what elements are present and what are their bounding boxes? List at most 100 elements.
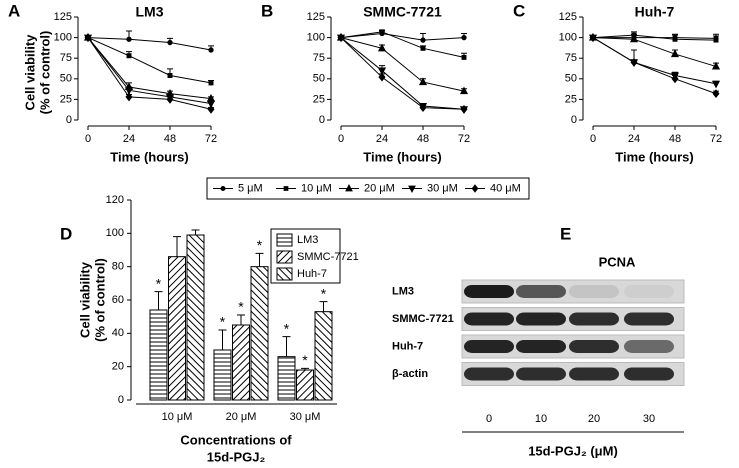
marker xyxy=(459,86,469,95)
band xyxy=(464,340,514,353)
x-tick-label: 0 xyxy=(338,133,344,145)
bar xyxy=(250,266,269,401)
marker xyxy=(208,47,214,53)
panel-letter: D xyxy=(60,224,72,243)
y-tick-label: 125 xyxy=(307,11,325,23)
y-tick-label: 0 xyxy=(66,114,72,126)
marker xyxy=(461,34,467,41)
marker xyxy=(461,54,467,60)
y-tick-label: 125 xyxy=(54,11,72,23)
panel-letter: B xyxy=(261,1,273,20)
y-tick-label: 0 xyxy=(319,114,325,126)
marker xyxy=(420,45,426,51)
significance-mark: * xyxy=(238,299,244,315)
bar xyxy=(149,309,168,401)
panel-letter: A xyxy=(8,1,20,20)
significance-mark: * xyxy=(156,275,162,291)
y-tick-label: 25 xyxy=(565,93,577,105)
chart-title: LM3 xyxy=(136,4,164,20)
x-tick-label: 48 xyxy=(669,133,681,145)
bar xyxy=(296,369,314,401)
line xyxy=(87,37,212,105)
band xyxy=(516,285,566,298)
legend-box xyxy=(206,177,530,200)
x-tick-label: 72 xyxy=(205,133,217,145)
x-tick-label: 72 xyxy=(458,133,470,145)
error-bar xyxy=(319,301,328,312)
y-tick-label: 100 xyxy=(106,227,124,239)
legend-swatch xyxy=(276,233,293,247)
error-bar xyxy=(255,252,264,267)
y-tick-label: 50 xyxy=(60,73,72,85)
error-bar xyxy=(154,291,163,310)
error-bar xyxy=(191,229,200,235)
x-tick-label: 24 xyxy=(628,133,640,145)
x-axis-label: Time (hours) xyxy=(615,149,694,164)
row-label: LM3 xyxy=(392,285,414,297)
legend-swatch xyxy=(276,267,293,281)
band xyxy=(569,312,619,326)
y-axis-label: (% of control) xyxy=(92,258,107,342)
x-tick-label: 24 xyxy=(123,133,135,145)
marker xyxy=(711,80,721,89)
marker xyxy=(420,37,426,43)
y-tick-label: 100 xyxy=(559,32,577,44)
band xyxy=(569,367,619,381)
y-tick-label: 125 xyxy=(559,11,577,23)
band xyxy=(464,312,514,326)
marker xyxy=(378,72,386,82)
band xyxy=(569,340,619,353)
x-axis-label: 15d-PGJ₂ xyxy=(207,449,266,464)
legend-label: 40 μM xyxy=(490,182,521,194)
band xyxy=(516,340,566,353)
error-bar xyxy=(218,329,227,350)
error-bar xyxy=(282,336,291,357)
y-tick-label: 80 xyxy=(112,261,124,273)
bar xyxy=(213,349,232,401)
band xyxy=(624,285,674,298)
row-label: SMMC-7721 xyxy=(392,313,454,325)
marker xyxy=(126,36,132,42)
band xyxy=(464,367,514,381)
marker xyxy=(670,49,680,58)
marker xyxy=(712,89,720,99)
line xyxy=(340,37,465,110)
bar xyxy=(314,311,333,401)
x-tick-label: 72 xyxy=(710,133,722,145)
marker xyxy=(630,57,638,67)
x-tick-label: 48 xyxy=(417,133,429,145)
significance-mark: * xyxy=(284,320,290,336)
marker xyxy=(125,92,133,102)
row-label: Huh-7 xyxy=(392,340,423,352)
x-axis-label: Concentrations of xyxy=(180,432,292,447)
line xyxy=(340,37,465,110)
y-tick-label: 0 xyxy=(571,114,577,126)
y-tick-label: 75 xyxy=(565,52,577,64)
bar xyxy=(186,234,205,401)
band xyxy=(516,367,566,381)
marker xyxy=(208,80,214,86)
y-tick-label: 20 xyxy=(112,361,124,373)
row-label: β-actin xyxy=(392,368,428,380)
panel-letter: E xyxy=(560,224,571,243)
y-tick-label: 40 xyxy=(112,327,124,339)
x-axis-label: Time (hours) xyxy=(363,149,442,164)
blot-strip xyxy=(461,279,685,304)
marker xyxy=(126,53,132,59)
marker xyxy=(377,43,387,52)
legend-label: 20 μM xyxy=(364,182,395,194)
marker xyxy=(167,39,173,46)
error-bar xyxy=(173,236,181,257)
line xyxy=(87,37,212,51)
marker xyxy=(166,94,174,104)
marker xyxy=(283,186,289,191)
x-tick-label: 48 xyxy=(164,133,176,145)
panel-letter: C xyxy=(513,1,525,20)
marker xyxy=(124,87,134,96)
marker xyxy=(345,184,353,192)
band xyxy=(624,340,674,353)
band xyxy=(464,285,514,298)
x-tick-label: 24 xyxy=(376,133,388,145)
y-tick-label: 75 xyxy=(313,52,325,64)
band xyxy=(624,367,674,381)
